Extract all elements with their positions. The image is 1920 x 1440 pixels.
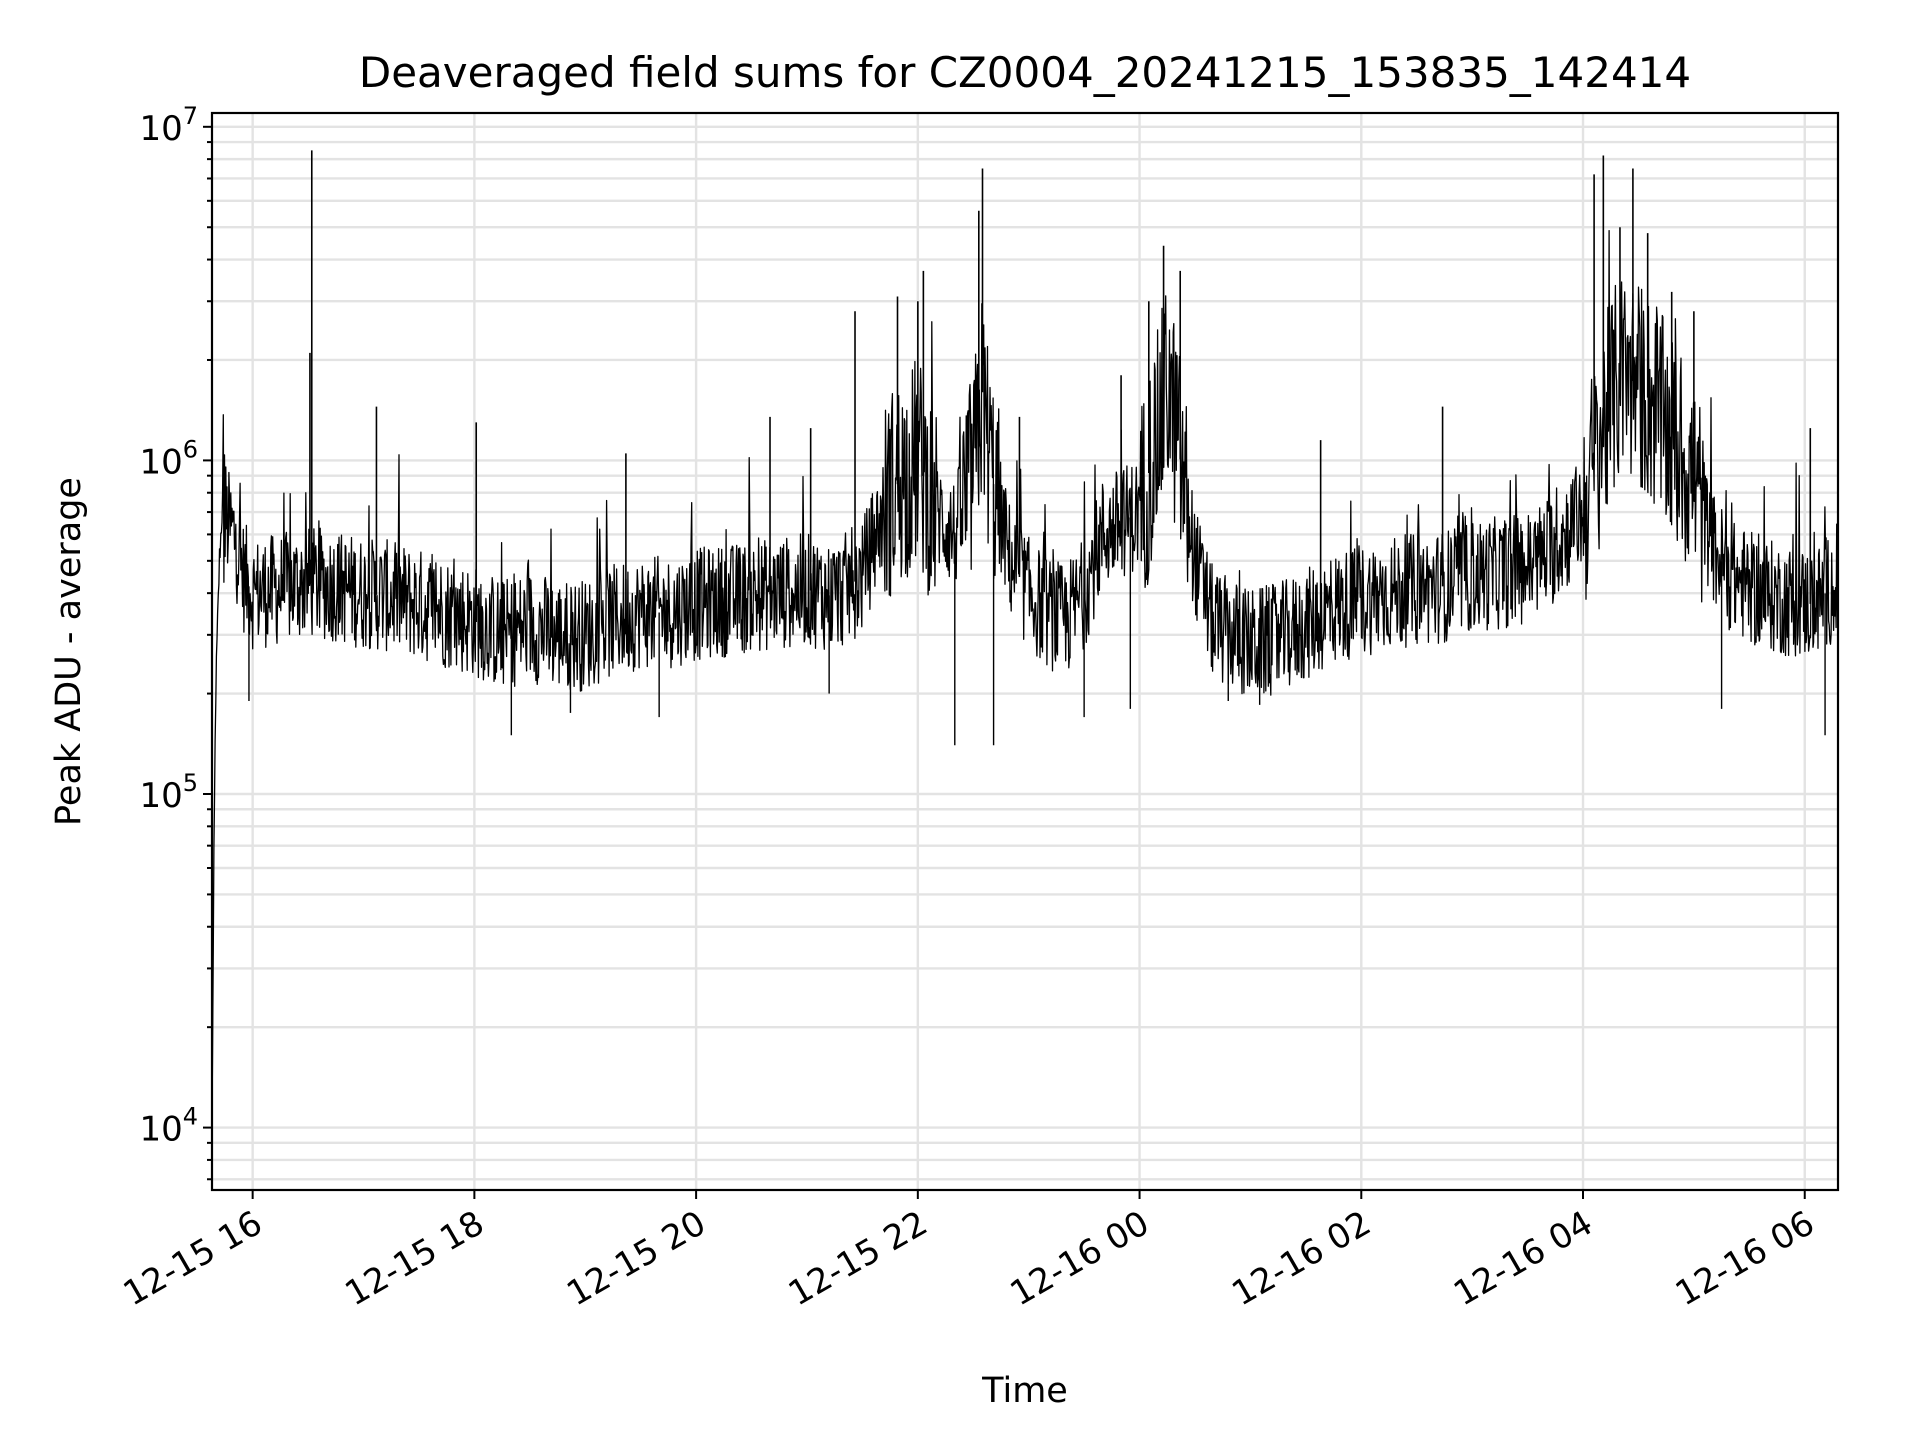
series-line (211, 229, 1839, 1123)
chart-title: Deaveraged field sums for CZ0004_2024121… (359, 48, 1691, 97)
y-axis: 104 105 106 107 (139, 102, 212, 1181)
x-axis: 12-15 16 12-15 18 12-15 20 12-15 22 12-16 00… (117, 1190, 1821, 1314)
x-tick-label: 12-15 18 (338, 1203, 490, 1314)
y-tick-label: 105 (139, 769, 198, 816)
axes-frame (210, 111, 1840, 1192)
plot-area (211, 150, 1839, 1123)
y-tick-label: 106 (139, 435, 198, 482)
grid (212, 113, 1838, 1190)
y-tick-label: 107 (139, 102, 198, 149)
x-tick-label: 12-15 16 (117, 1203, 269, 1314)
x-tick-label: 12-16 02 (1225, 1203, 1377, 1314)
x-tick-label: 12-16 00 (1004, 1203, 1156, 1314)
x-tick-label: 12-15 22 (782, 1203, 934, 1314)
y-tick-label: 104 (139, 1103, 198, 1150)
x-axis-label: Time (981, 1371, 1068, 1411)
y-axis-label: Peak ADU - average (49, 477, 89, 826)
x-tick-label: 12-16 04 (1447, 1203, 1599, 1314)
x-tick-label: 12-16 06 (1669, 1203, 1821, 1314)
x-tick-label: 12-15 20 (560, 1203, 712, 1314)
